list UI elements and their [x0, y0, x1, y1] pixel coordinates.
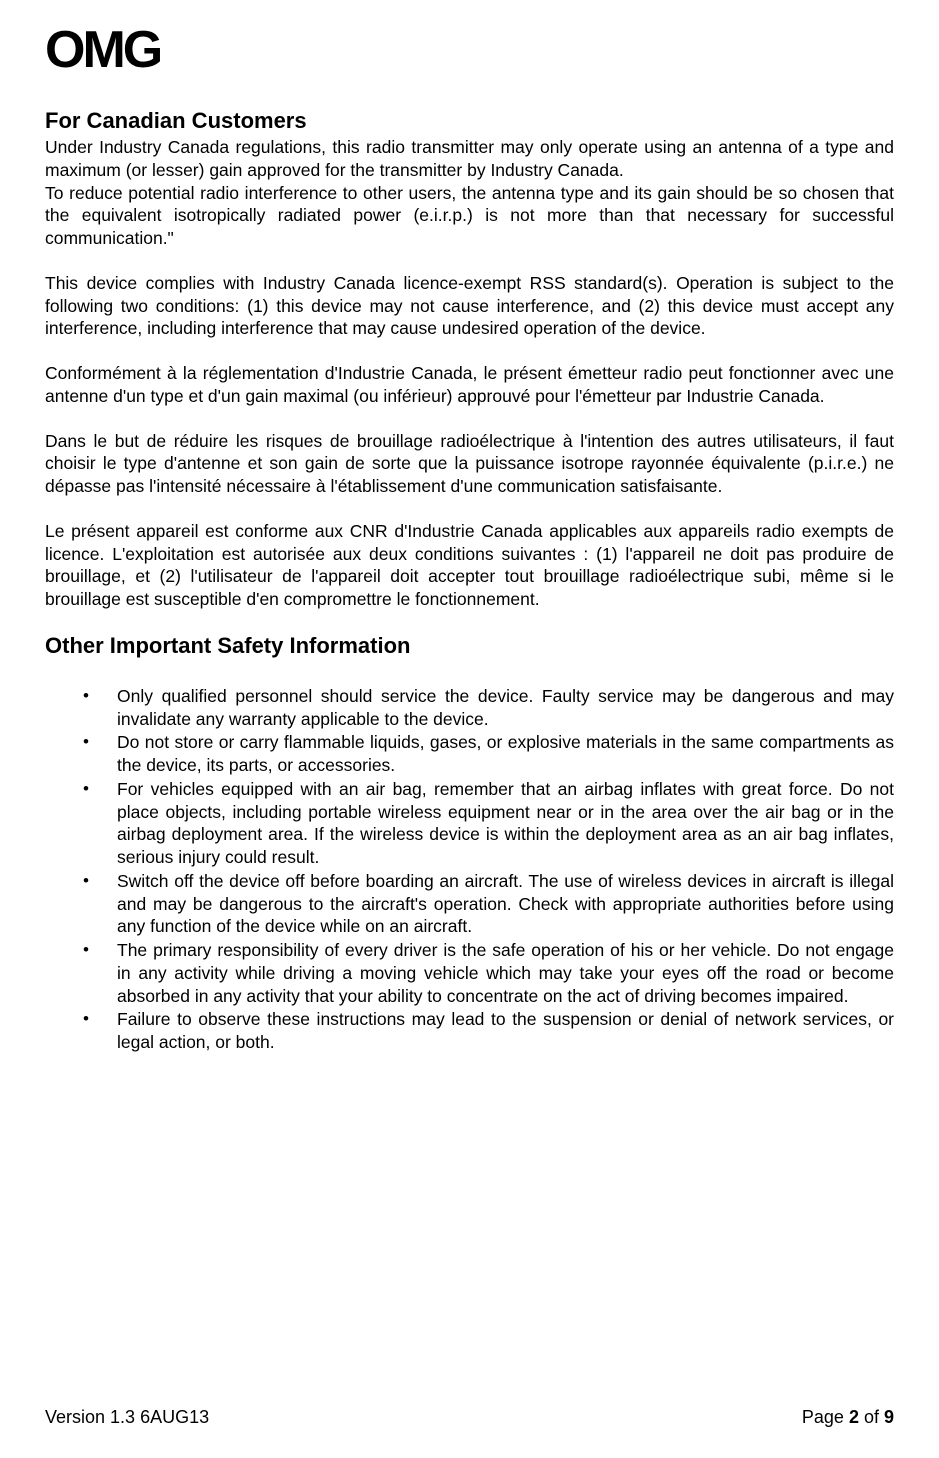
paragraph-eirp: To reduce potential radio interference t…	[45, 182, 894, 250]
paragraph-pire: Dans le but de réduire les risques de br…	[45, 430, 894, 498]
paragraph-rss-compliance: This device complies with Industry Canad…	[45, 272, 894, 340]
footer-page-sep: of	[859, 1407, 884, 1427]
paragraph-reglementation: Conformément à la réglementation d'Indus…	[45, 362, 894, 408]
footer-page-number: Page 2 of 9	[802, 1407, 894, 1428]
list-item: The primary responsibility of every driv…	[83, 939, 894, 1007]
list-item: Only qualified personnel should service …	[83, 685, 894, 731]
heading-canadian-customers: For Canadian Customers	[45, 108, 894, 134]
paragraph-cnr: Le présent appareil est conforme aux CNR…	[45, 520, 894, 611]
logo-text: OMG	[45, 20, 894, 80]
safety-bullet-list: Only qualified personnel should service …	[45, 685, 894, 1054]
heading-safety-info: Other Important Safety Information	[45, 633, 894, 659]
footer-current-page: 2	[849, 1407, 859, 1427]
footer-version: Version 1.3 6AUG13	[45, 1407, 209, 1428]
paragraph-antenna-rule: Under Industry Canada regulations, this …	[45, 136, 894, 182]
list-item: For vehicles equipped with an air bag, r…	[83, 778, 894, 869]
list-item: Failure to observe these instructions ma…	[83, 1008, 894, 1054]
list-item: Do not store or carry flammable liquids,…	[83, 731, 894, 777]
footer-page-label: Page	[802, 1407, 849, 1427]
list-item: Switch off the device off before boardin…	[83, 870, 894, 938]
footer-total-pages: 9	[884, 1407, 894, 1427]
page-footer: Version 1.3 6AUG13 Page 2 of 9	[45, 1407, 894, 1428]
